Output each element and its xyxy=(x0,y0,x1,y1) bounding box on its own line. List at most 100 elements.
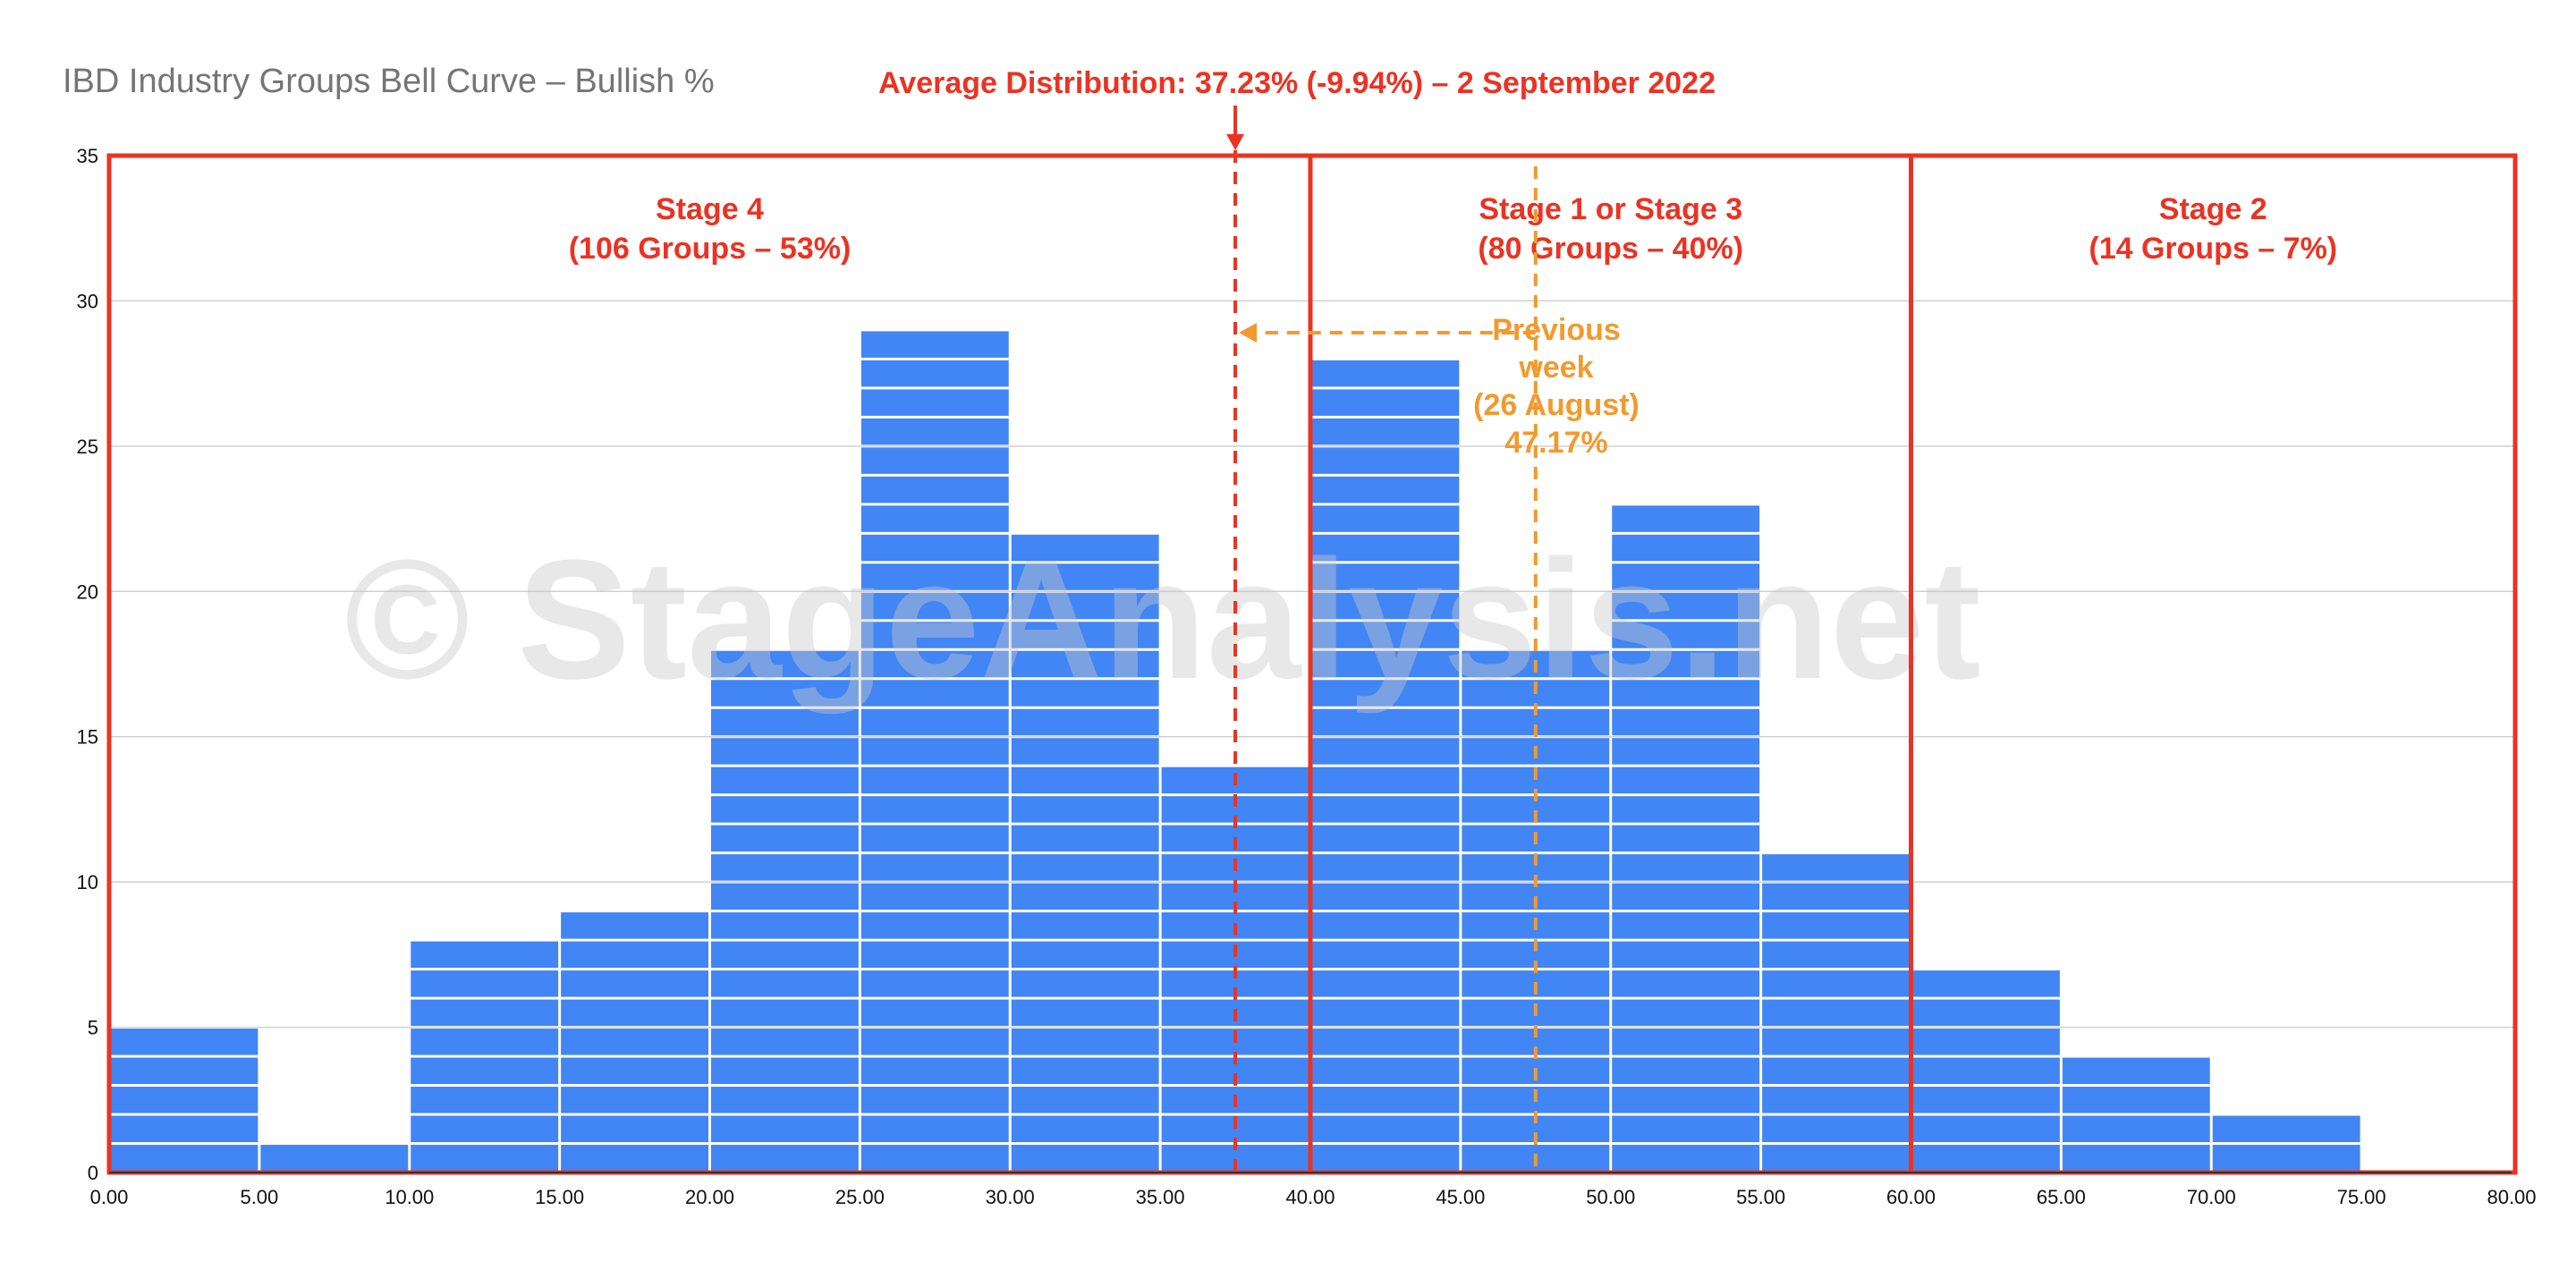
bar-unit xyxy=(110,1115,258,1143)
x-tick-label: 75.00 xyxy=(2337,1186,2386,1208)
bar-unit xyxy=(561,1057,708,1085)
bar-unit xyxy=(711,708,859,736)
stage-detail: (106 Groups – 53%) xyxy=(569,232,852,266)
bar-unit xyxy=(860,592,1009,620)
bar-unit xyxy=(1612,854,1760,881)
bar-unit xyxy=(561,912,708,939)
bar-unit xyxy=(860,418,1009,445)
bar-unit xyxy=(1912,1087,2060,1113)
bar-unit xyxy=(561,1145,708,1172)
bar-unit xyxy=(1311,447,1460,474)
bar-unit xyxy=(860,534,1009,562)
bar-unit xyxy=(411,1087,559,1113)
bar-unit xyxy=(1311,941,1460,969)
bar-unit xyxy=(860,1029,1009,1055)
bar-unit xyxy=(2062,1145,2210,1172)
bar-unit xyxy=(1311,1057,1460,1085)
bar-unit xyxy=(1311,622,1460,648)
bar-unit xyxy=(1311,1115,1460,1143)
bar-unit xyxy=(411,1057,559,1085)
bar xyxy=(260,1145,409,1172)
stage-name: Stage 1 or Stage 3 xyxy=(1479,192,1742,226)
bar-unit xyxy=(1912,999,2060,1027)
bar-unit xyxy=(1311,970,1460,997)
bar-unit xyxy=(1311,680,1460,707)
bar-unit xyxy=(1011,1115,1159,1143)
y-tick-label: 15 xyxy=(77,726,98,749)
bar-unit xyxy=(1612,941,1760,969)
bar-unit xyxy=(1011,912,1159,939)
indicator-lines: Previous week(26 August) 47.17% xyxy=(1226,106,1640,1173)
bar-unit xyxy=(1762,1115,1910,1143)
bar-unit xyxy=(1011,766,1159,794)
watermark: © StageAnalysis.net xyxy=(344,525,1981,715)
change-arrow-head xyxy=(1239,323,1258,343)
bar-unit xyxy=(1612,592,1760,620)
x-tick-label: 50.00 xyxy=(1586,1186,1635,1208)
bar-unit xyxy=(411,999,559,1027)
bar-unit xyxy=(1912,970,2060,997)
bar-unit xyxy=(860,999,1009,1027)
bar xyxy=(2212,1115,2360,1172)
y-tick-label: 10 xyxy=(77,871,98,893)
bar-unit xyxy=(1912,1115,2060,1143)
bar-unit xyxy=(1011,854,1159,881)
x-tick-label: 45.00 xyxy=(1436,1186,1485,1208)
bar-unit xyxy=(1762,1087,1910,1113)
bar-unit xyxy=(260,1145,409,1172)
bar-unit xyxy=(860,970,1009,997)
bar-unit xyxy=(860,912,1009,939)
bar-unit xyxy=(1011,796,1159,823)
bar-unit xyxy=(1311,389,1460,416)
y-tick-label: 20 xyxy=(77,580,98,603)
x-tick-label: 70.00 xyxy=(2187,1186,2236,1208)
chart-title: IBD Industry Groups Bell Curve – Bullish… xyxy=(63,63,715,100)
bar-unit xyxy=(1612,622,1760,648)
bar-unit xyxy=(1011,1029,1159,1055)
bar xyxy=(1011,534,1159,1172)
x-tick-label: 10.00 xyxy=(385,1186,434,1208)
bar-unit xyxy=(1011,1087,1159,1113)
bar-unit xyxy=(1311,418,1460,445)
bar xyxy=(2062,1057,2210,1172)
bar-unit xyxy=(860,389,1009,416)
bar-unit xyxy=(1011,883,1159,910)
bar-unit xyxy=(860,331,1009,358)
bar-unit xyxy=(1612,1087,1760,1113)
bar-unit xyxy=(561,941,708,969)
x-tick-label: 25.00 xyxy=(835,1186,885,1208)
bar-unit xyxy=(2062,1087,2210,1113)
bar-unit xyxy=(1011,825,1159,852)
bar-unit xyxy=(711,825,859,852)
stage-name: Stage 2 xyxy=(2159,192,2267,226)
bar-unit xyxy=(860,680,1009,707)
bar-unit xyxy=(561,1087,708,1113)
bar-unit xyxy=(1912,1029,2060,1055)
bar-unit xyxy=(110,1057,258,1085)
bar-unit xyxy=(1612,1145,1760,1172)
x-tick-label: 0.00 xyxy=(90,1186,129,1208)
bar-unit xyxy=(561,1029,708,1055)
bar-unit xyxy=(711,883,859,910)
bar-unit xyxy=(561,1115,708,1143)
bar-unit xyxy=(860,476,1009,504)
bar-unit xyxy=(860,1057,1009,1085)
bar-unit xyxy=(1011,680,1159,707)
bar-unit xyxy=(1311,534,1460,562)
stage-name: Stage 4 xyxy=(656,192,764,226)
bar-unit xyxy=(1011,1057,1159,1085)
bar-unit xyxy=(1612,796,1760,823)
bar-unit xyxy=(711,796,859,823)
bar-unit xyxy=(1612,999,1760,1027)
bar-unit xyxy=(1311,476,1460,504)
bar-unit xyxy=(860,1087,1009,1113)
previous-week-label: Previous week(26 August) 47.17% xyxy=(1473,313,1640,460)
bar-unit xyxy=(1011,970,1159,997)
bar-unit xyxy=(1612,680,1760,707)
bar-unit xyxy=(1612,1115,1760,1143)
bar-unit xyxy=(1311,825,1460,852)
bar-unit xyxy=(860,360,1009,387)
bar-unit xyxy=(1011,592,1159,620)
